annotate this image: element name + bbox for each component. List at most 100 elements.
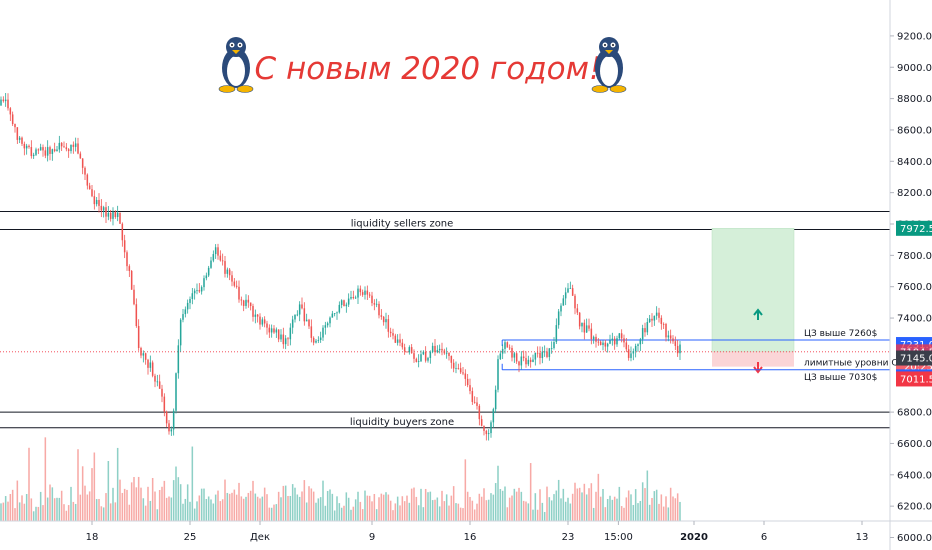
volume-bar	[555, 490, 558, 521]
candle-body	[525, 358, 527, 365]
candle-body	[177, 345, 180, 374]
candle-body	[592, 336, 595, 340]
volume-bar	[354, 499, 357, 521]
volume-bar	[550, 500, 553, 521]
candle-body	[280, 334, 282, 340]
candle-body	[39, 147, 42, 151]
candle-body	[350, 297, 352, 299]
candle-body	[284, 338, 287, 345]
price-badge-label: 7145.0	[900, 354, 932, 365]
volume-bar	[574, 482, 576, 521]
candle-body	[396, 339, 399, 343]
candle-body	[77, 143, 79, 154]
volume-bar	[7, 501, 9, 521]
candle-body	[415, 358, 418, 362]
candle-body	[646, 321, 649, 333]
price-tick-label: 6200.0	[897, 502, 932, 513]
time-tick-label: Дек	[250, 532, 270, 543]
volume-bar	[445, 494, 448, 521]
candle-body	[634, 345, 637, 352]
volume-bar	[662, 506, 665, 521]
volume-bar	[14, 508, 16, 521]
price-badge-label: 7011.5	[900, 374, 932, 385]
candle-body	[548, 348, 551, 358]
volume-bar	[23, 503, 26, 521]
volume-bar	[581, 492, 583, 521]
candle-body	[354, 297, 357, 299]
volume-bar	[452, 486, 455, 521]
volume-bar	[135, 487, 138, 521]
volume-bar	[177, 477, 180, 521]
volume-bar	[2, 502, 5, 521]
candle-body	[618, 333, 621, 339]
candle-body	[18, 137, 21, 140]
candle-body	[170, 429, 173, 432]
volume-bar	[21, 495, 23, 521]
volume-bar	[58, 497, 61, 521]
candle-body	[144, 353, 147, 360]
candle-body	[441, 348, 443, 351]
candle-body	[266, 323, 268, 328]
volume-bar	[466, 491, 469, 521]
volume-bar	[401, 496, 404, 521]
volume-bar	[616, 498, 618, 521]
volume-bar	[408, 502, 411, 521]
volume-bar	[438, 506, 441, 521]
candle-body	[567, 288, 569, 293]
volume-bar	[270, 507, 273, 521]
volume-bar	[499, 489, 502, 521]
volume-bar	[340, 507, 343, 521]
volume-bar	[39, 491, 42, 521]
candle-body	[609, 340, 611, 344]
candle-body	[23, 143, 26, 149]
volume-bar	[95, 499, 98, 521]
volume-bar	[140, 487, 142, 521]
volume-bar	[476, 503, 478, 521]
volume-bar	[667, 507, 670, 521]
candle-body	[119, 212, 121, 224]
candle-body	[665, 324, 667, 338]
candle-body	[459, 368, 462, 373]
volume-bar	[522, 500, 525, 521]
volume-bar	[191, 446, 194, 521]
candle-body	[121, 223, 124, 241]
price-tick-label: 8400.0	[897, 157, 932, 168]
volume-bar	[240, 496, 243, 521]
candle-body	[287, 338, 289, 340]
level-label: лимитные уровни CME	[804, 359, 911, 369]
candle-body	[203, 278, 205, 288]
candle-body	[207, 267, 210, 276]
candle-body	[282, 334, 285, 345]
candle-body	[389, 331, 392, 334]
volume-bar	[308, 486, 310, 521]
candle-body	[679, 344, 681, 354]
candle-body	[648, 318, 651, 322]
candle-body	[520, 356, 523, 366]
volume-bar	[294, 487, 296, 521]
volume-bar	[133, 477, 135, 521]
volume-bar	[144, 505, 147, 521]
volume-bar	[578, 487, 581, 521]
volume-bar	[590, 483, 593, 521]
volume-bar	[352, 506, 355, 521]
candle-body	[315, 340, 317, 343]
volume-bar	[639, 500, 642, 521]
volume-bar	[450, 495, 453, 521]
time-tick-label: 9	[369, 532, 375, 543]
candle-body	[443, 350, 446, 354]
volume-bar	[46, 497, 49, 521]
candle-body	[60, 142, 63, 147]
candle-body	[501, 348, 504, 354]
candle-body	[595, 336, 597, 342]
volume-bar	[137, 476, 140, 521]
candle-body	[359, 288, 362, 293]
volume-bar	[203, 488, 205, 521]
volume-bar	[67, 505, 70, 521]
volume-bar	[254, 493, 257, 521]
volume-bar	[98, 498, 100, 521]
candle-body	[161, 388, 163, 397]
candle-body	[427, 357, 429, 361]
volume-bar	[242, 498, 245, 521]
candle-body	[655, 312, 658, 316]
candle-body	[98, 199, 100, 206]
